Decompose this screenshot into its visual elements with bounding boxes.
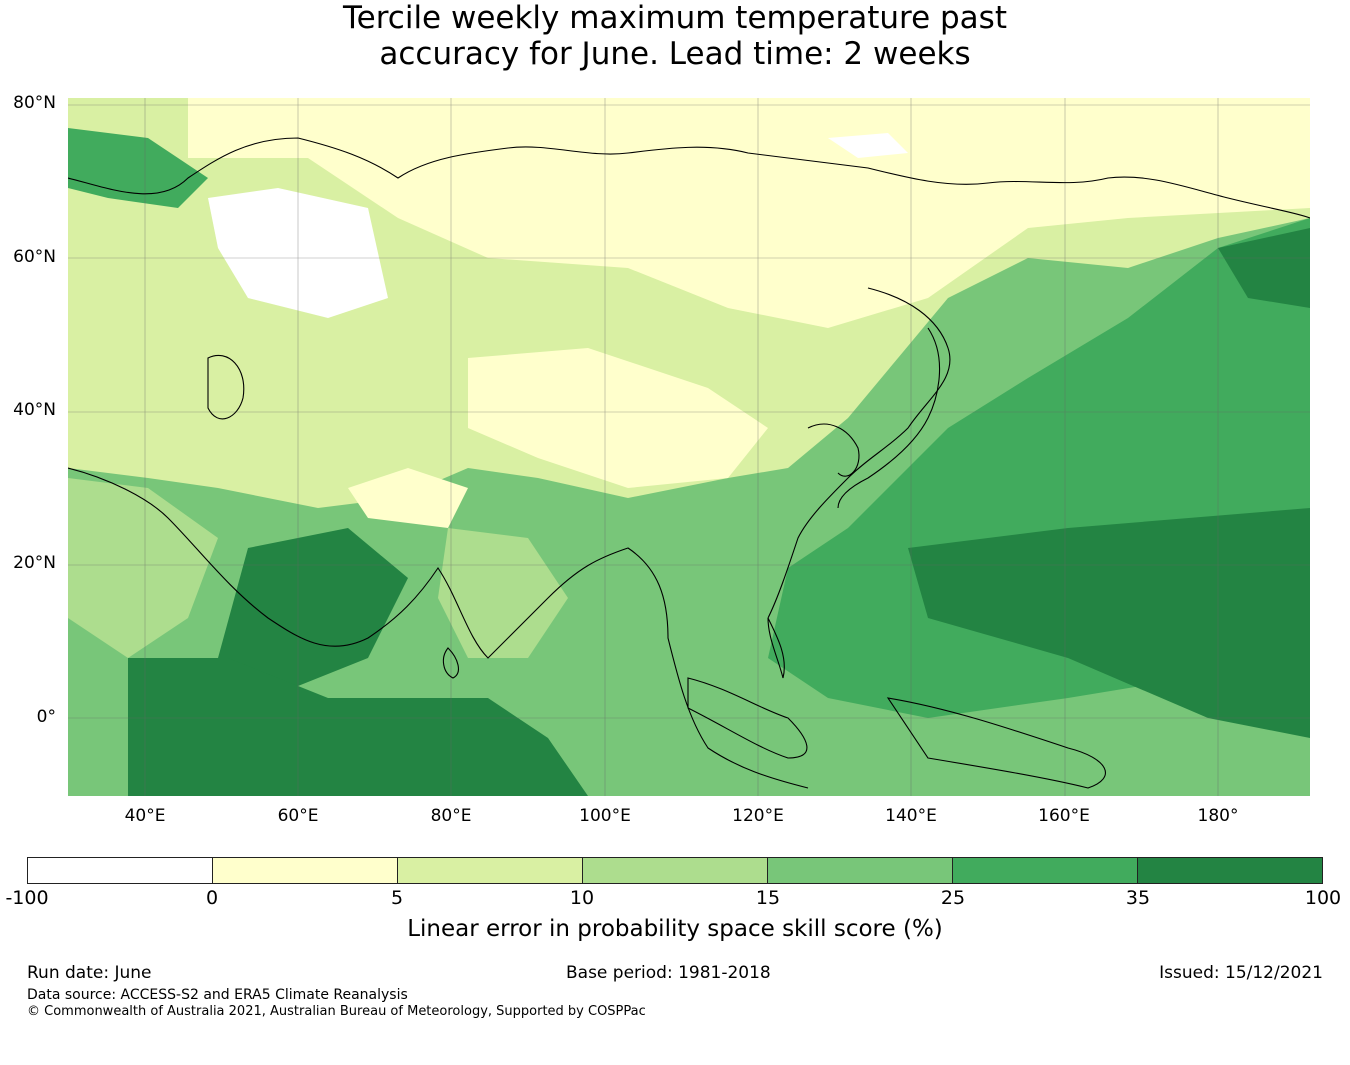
- base-period: Base period: 1981-2018: [566, 963, 771, 983]
- colorbar-tick: 5: [390, 887, 404, 909]
- region-central-asia: [468, 348, 768, 488]
- colorbar-segment-1: [213, 858, 398, 883]
- region-tibet: [348, 468, 468, 528]
- colorbar-segment-0: [28, 858, 213, 883]
- colorbar-tick: 100: [1304, 887, 1342, 909]
- map-svg: [68, 98, 1310, 796]
- title-line-2: accuracy for June. Lead time: 2 weeks: [379, 36, 971, 72]
- lat-label-60n: 60°N: [13, 247, 56, 267]
- lon-label-80e: 80°E: [430, 806, 472, 826]
- lat-label-0: 0°: [36, 707, 56, 727]
- lon-label-160e: 160°E: [1038, 806, 1090, 826]
- region-siberia: [188, 98, 1310, 328]
- colorbar-tick: -100: [5, 887, 49, 909]
- colorbar-tick: 0: [205, 887, 219, 909]
- lon-label-100e: 100°E: [579, 806, 631, 826]
- skill-score-map: [68, 98, 1310, 796]
- region-indian-ocean: [128, 658, 588, 796]
- colorbar: [27, 857, 1323, 884]
- region-middle-east: [68, 478, 218, 658]
- data-source: Data source: ACCESS-S2 and ERA5 Climate …: [27, 987, 408, 1003]
- lon-label-60e: 60°E: [277, 806, 319, 826]
- colorbar-segment-3: [583, 858, 768, 883]
- region-low-skill-north: [828, 133, 908, 158]
- colorbar-tick: 35: [1125, 887, 1151, 909]
- lon-label-40e: 40°E: [124, 806, 166, 826]
- lon-label-140e: 140°E: [885, 806, 937, 826]
- colorbar-tick: 15: [755, 887, 781, 909]
- title-line-1: Tercile weekly maximum temperature past: [342, 0, 1007, 36]
- map-title: Tercile weekly maximum temperature past …: [0, 0, 1350, 72]
- colorbar-tick: 10: [569, 887, 595, 909]
- lon-label-180: 180°: [1197, 806, 1239, 826]
- region-india: [438, 528, 568, 658]
- lat-label-20n: 20°N: [13, 553, 56, 573]
- coastlines: [68, 137, 1310, 789]
- graticule: [68, 98, 1310, 796]
- region-bering: [1218, 228, 1310, 308]
- colorbar-segment-4: [768, 858, 953, 883]
- lat-label-40n: 40°N: [13, 400, 56, 420]
- region-tropical-pacific: [908, 508, 1310, 738]
- issued-date: Issued: 15/12/2021: [1159, 963, 1323, 983]
- lon-label-120e: 120°E: [732, 806, 784, 826]
- colorbar-segment-2: [398, 858, 583, 883]
- run-date: Run date: June: [27, 963, 152, 983]
- copyright: © Commonwealth of Australia 2021, Austra…: [27, 1004, 646, 1019]
- region-arabian-sea: [218, 528, 408, 698]
- colorbar-label: Linear error in probability space skill …: [407, 916, 943, 942]
- colorbar-segment-5: [953, 858, 1138, 883]
- colorbar-segment-6: [1138, 858, 1322, 883]
- colorbar-tick: 25: [940, 887, 966, 909]
- lat-label-80n: 80°N: [13, 93, 56, 113]
